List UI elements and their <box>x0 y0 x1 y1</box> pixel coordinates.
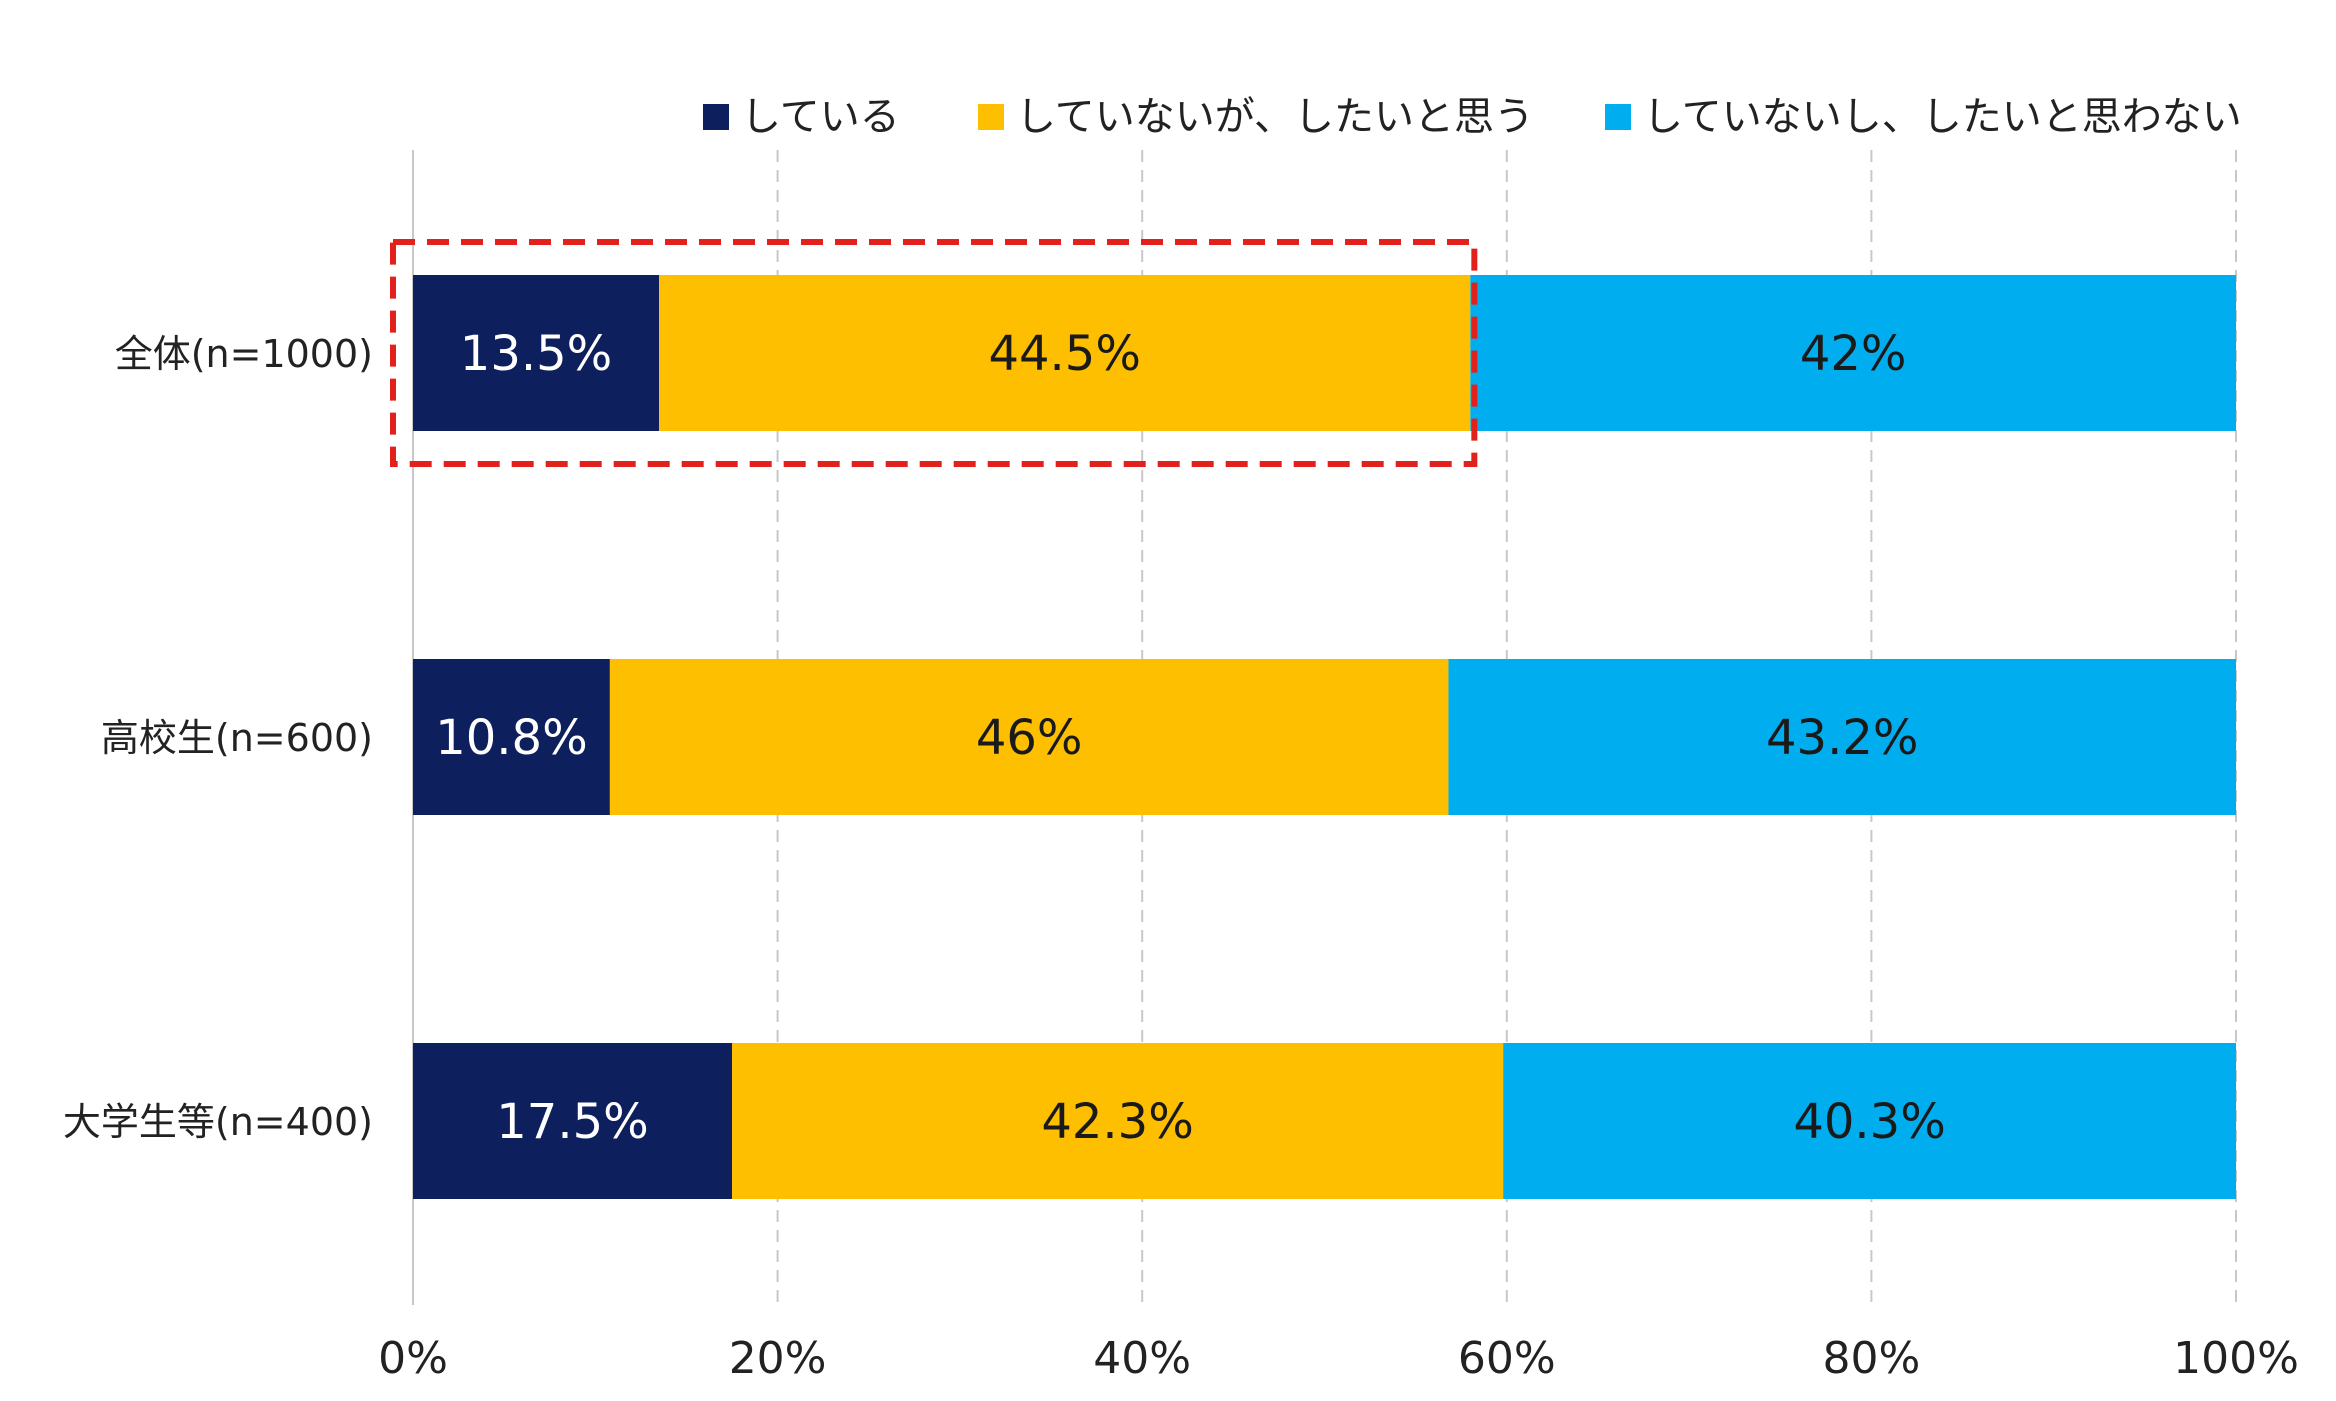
x-tick-label-0: 0% <box>378 1333 448 1384</box>
x-tick-label-5: 100% <box>2173 1333 2299 1384</box>
x-tick-label-3: 60% <box>1458 1333 1556 1384</box>
legend-label-1: していないが、したいと思う <box>1016 94 1534 140</box>
legend-swatch-2 <box>1605 104 1631 130</box>
bar-segment-0-0 <box>413 275 660 431</box>
category-label-1: 高校生(n=600) <box>101 716 373 760</box>
data-label-1-0: 10.8% <box>435 710 587 766</box>
bar-segment-0-1 <box>659 275 1471 431</box>
x-tick-label-1: 20% <box>729 1333 827 1384</box>
bar-segment-2-0 <box>413 1043 733 1199</box>
data-label-2-0: 17.5% <box>496 1094 648 1150</box>
bar-segment-2-2 <box>1503 1043 2236 1199</box>
data-label-2-1: 42.3% <box>1041 1094 1193 1150</box>
legend-swatch-1 <box>978 104 1004 130</box>
category-label-0: 全体(n=1000) <box>115 332 373 376</box>
data-label-1-1: 46% <box>976 710 1083 766</box>
data-label-1-2: 43.2% <box>1766 710 1918 766</box>
bar-segment-0-2 <box>1470 275 2236 431</box>
highlight-box <box>390 239 1478 467</box>
data-label-0-1: 44.5% <box>988 326 1140 382</box>
bar-segment-1-2 <box>1448 659 2236 815</box>
x-tick-label-2: 40% <box>1093 1333 1191 1384</box>
data-label-0-2: 42% <box>1800 326 1907 382</box>
bar-segment-2-1 <box>732 1043 1504 1199</box>
legend-label-0: している <box>741 94 900 140</box>
data-label-0-0: 13.5% <box>460 326 612 382</box>
bar-segment-1-1 <box>609 659 1449 815</box>
category-label-2: 大学生等(n=400) <box>63 1100 373 1144</box>
legend-label-2: していないし、したいと思わない <box>1643 94 2242 140</box>
bar-segment-1-0 <box>413 659 610 815</box>
data-label-2-2: 40.3% <box>1793 1094 1945 1150</box>
legend-swatch-0 <box>703 104 729 130</box>
x-tick-label-4: 80% <box>1823 1333 1921 1384</box>
